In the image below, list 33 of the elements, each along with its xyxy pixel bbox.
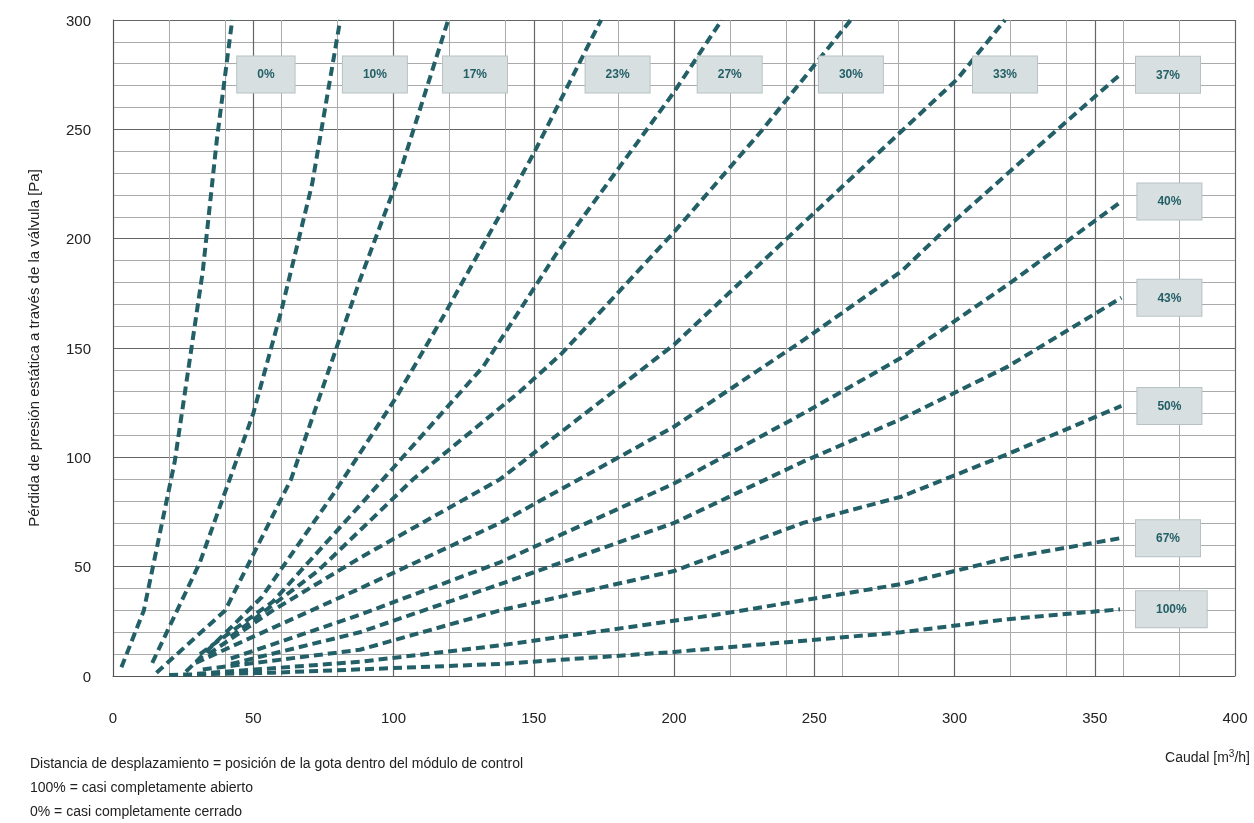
- text: 43%: [1157, 290, 1182, 305]
- x-tick-label: 300: [941, 709, 968, 726]
- y-axis-title: Pérdida de presión estática a través de la válvula [Pa]: [25, 169, 42, 527]
- text: 100%: [1155, 602, 1188, 617]
- x-tick-label: 350: [1082, 709, 1108, 726]
- x-tick-label: 400: [1222, 709, 1248, 726]
- y-tick-label: 150: [65, 339, 91, 357]
- series-label: 30%: [838, 67, 864, 82]
- text: 40%: [1157, 194, 1182, 209]
- series-label: 27%: [717, 67, 743, 82]
- series-label: 33%: [993, 67, 1018, 82]
- text: Distancia de desplazamiento = posición de la gota dentro del módulo de control: [30, 755, 524, 771]
- x-tick-label: 250: [801, 709, 827, 726]
- x-tick-label: 150: [521, 709, 547, 726]
- text: 67%: [1155, 531, 1181, 546]
- x-tick-label: 100: [380, 709, 407, 726]
- y-tick-label: 300: [65, 11, 91, 29]
- x-tick-label: 0: [108, 709, 118, 726]
- y-tick-label: 250: [65, 120, 91, 138]
- y-tick-label: 0: [82, 667, 91, 685]
- y-tick-label: 200: [65, 230, 91, 248]
- text: 50%: [1157, 398, 1182, 413]
- text: 17%: [462, 67, 488, 82]
- y-tick-label: 50: [74, 558, 91, 576]
- y-tick-label: 100: [65, 448, 91, 466]
- text: 37%: [1155, 67, 1181, 82]
- x-tick-label: 200: [661, 709, 687, 726]
- text: 0% = casi completamente cerrado: [30, 803, 243, 819]
- text: 100% = casi completamente abierto: [30, 779, 254, 795]
- text: 0%: [257, 67, 275, 82]
- x-tick-label: 50: [244, 709, 262, 726]
- text: 10%: [362, 67, 388, 82]
- text: 23%: [605, 67, 630, 82]
